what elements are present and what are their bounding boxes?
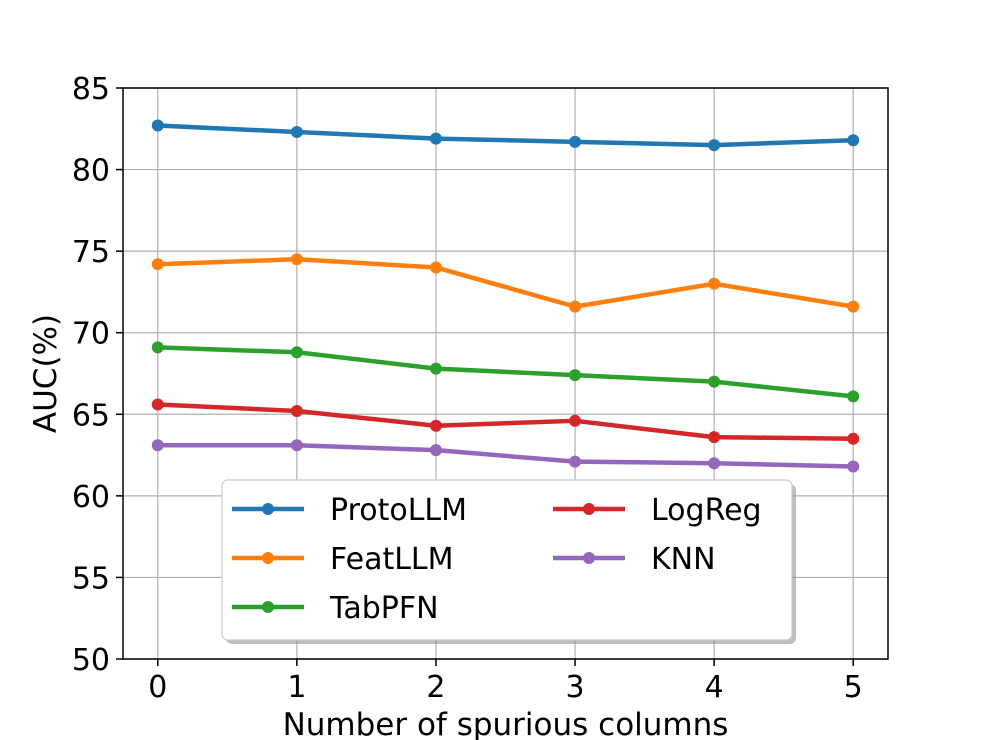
legend-item-logreg: LogReg (553, 493, 762, 528)
data-point (569, 455, 582, 468)
legend-marker (583, 503, 595, 515)
x-tick-label: 3 (565, 670, 584, 705)
series-line (155, 402, 856, 442)
data-point (290, 346, 303, 359)
legend-label: KNN (651, 542, 716, 577)
legend-box (221, 479, 793, 641)
y-tick-label: 75 (72, 235, 110, 270)
data-point (569, 300, 582, 313)
data-point (708, 139, 721, 152)
data-point (290, 439, 303, 452)
x-tick-label: 4 (705, 670, 724, 705)
series-protollm (151, 119, 860, 152)
y-tick-label: 50 (72, 643, 110, 678)
y-tick-label: 60 (72, 480, 110, 515)
data-point (708, 375, 721, 388)
data-point (569, 369, 582, 382)
data-point (151, 439, 164, 452)
legend-label: LogReg (651, 493, 762, 528)
data-point (847, 460, 860, 473)
data-point (151, 258, 164, 271)
legend-item-featllm: FeatLLM (232, 542, 454, 577)
data-point (429, 132, 442, 145)
data-point (151, 341, 164, 354)
data-point (708, 277, 721, 290)
data-point (151, 119, 164, 132)
series-line (155, 443, 856, 469)
legend-item-knn: KNN (553, 542, 716, 577)
legend-label: FeatLLM (330, 542, 454, 577)
series-logreg (151, 398, 860, 445)
data-point (708, 457, 721, 470)
data-point (290, 405, 303, 418)
series-knn (151, 439, 860, 473)
series-line (155, 257, 856, 309)
data-point (708, 431, 721, 444)
series-line (155, 123, 856, 148)
data-point (429, 419, 442, 432)
data-point (847, 432, 860, 445)
series-layer (151, 119, 860, 473)
y-tick-label: 65 (72, 398, 110, 433)
legend-label: ProtoLLM (330, 493, 467, 528)
data-point (847, 134, 860, 147)
data-point (429, 261, 442, 274)
y-tick-label: 80 (72, 154, 110, 189)
x-tick-label: 2 (426, 670, 445, 705)
series-line (155, 345, 856, 399)
data-point (569, 135, 582, 148)
data-point (847, 390, 860, 403)
x-tick-label: 0 (148, 670, 167, 705)
legend-marker (262, 552, 274, 564)
x-axis-title: Number of spurious columns (283, 707, 729, 740)
data-point (151, 398, 164, 411)
data-point (290, 126, 303, 139)
data-point (429, 444, 442, 457)
x-tick-label: 1 (287, 670, 306, 705)
y-tick-label: 55 (72, 561, 110, 596)
legend-marker (262, 503, 274, 515)
legend-label: TabPFN (329, 591, 439, 626)
plot-frame (122, 87, 889, 660)
data-point (429, 362, 442, 375)
legend-marker (583, 552, 595, 564)
legend: ProtoLLM FeatLLM TabPFN LogReg KNN (221, 479, 796, 644)
series-featllm (151, 253, 860, 313)
y-tick-label: 70 (72, 317, 110, 352)
data-point (290, 253, 303, 266)
y-tick-label: 85 (72, 72, 110, 107)
y-axis-title: AUC(%) (28, 314, 64, 433)
legend-marker (262, 601, 274, 613)
data-point (847, 300, 860, 313)
series-tabpfn (151, 341, 860, 403)
x-tick-label: 5 (844, 670, 863, 705)
legend-item-tabpfn: TabPFN (232, 591, 439, 626)
legend-item-protollm: ProtoLLM (232, 493, 467, 528)
data-point (569, 414, 582, 427)
